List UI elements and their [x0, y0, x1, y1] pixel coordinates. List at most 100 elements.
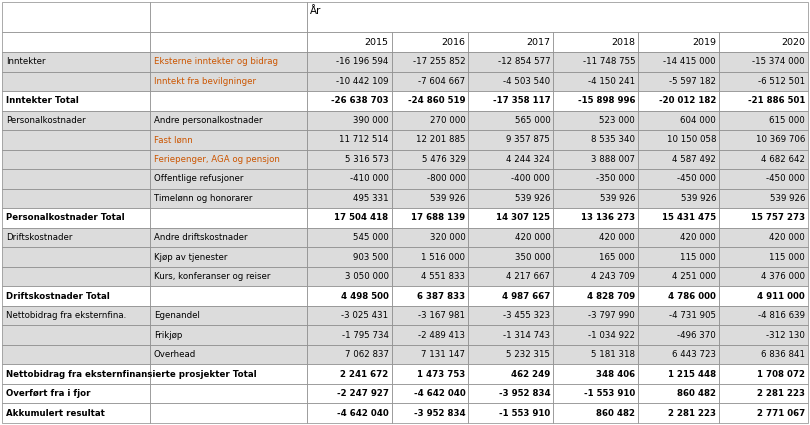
Text: 462 249: 462 249	[511, 370, 550, 379]
Text: -410 000: -410 000	[350, 174, 389, 184]
Bar	[468, 130, 553, 150]
Text: 615 000: 615 000	[770, 116, 805, 125]
Bar	[2, 32, 150, 52]
Text: Inntekter Total: Inntekter Total	[6, 96, 79, 105]
Text: -1 034 922: -1 034 922	[588, 331, 635, 340]
Bar	[553, 326, 638, 345]
Text: -800 000: -800 000	[427, 174, 466, 184]
Bar	[150, 91, 307, 110]
Bar	[719, 384, 808, 403]
Text: 165 000: 165 000	[599, 252, 635, 261]
Text: -312 130: -312 130	[766, 331, 805, 340]
Bar	[150, 208, 307, 228]
Bar	[638, 364, 719, 384]
Bar	[391, 228, 468, 247]
Text: 6 836 841: 6 836 841	[761, 350, 805, 359]
Bar	[307, 52, 391, 71]
Text: 4 911 000: 4 911 000	[757, 292, 805, 300]
Bar	[468, 384, 553, 403]
Bar	[150, 169, 307, 189]
Bar	[719, 32, 808, 52]
Text: 11 712 514: 11 712 514	[339, 136, 389, 144]
Text: 860 482: 860 482	[596, 409, 635, 418]
Bar	[307, 130, 391, 150]
Bar	[2, 71, 150, 91]
Bar	[150, 150, 307, 169]
Text: -10 442 109: -10 442 109	[336, 77, 389, 86]
Text: 2018: 2018	[612, 37, 635, 46]
Bar	[307, 364, 391, 384]
Bar	[719, 150, 808, 169]
Bar	[150, 247, 307, 267]
Text: 5 316 573: 5 316 573	[344, 155, 389, 164]
Bar	[2, 384, 150, 403]
Text: 115 000: 115 000	[770, 252, 805, 261]
Bar	[2, 326, 150, 345]
Text: År: År	[309, 6, 321, 16]
Text: 7 131 147: 7 131 147	[421, 350, 466, 359]
Bar	[719, 345, 808, 364]
Text: Frikjøp: Frikjøp	[154, 331, 182, 340]
Bar	[391, 403, 468, 423]
Bar	[150, 71, 307, 91]
Text: 420 000: 420 000	[680, 233, 716, 242]
Text: 903 500: 903 500	[353, 252, 389, 261]
Text: -1 795 734: -1 795 734	[342, 331, 389, 340]
Bar	[307, 169, 391, 189]
Text: -5 597 182: -5 597 182	[669, 77, 716, 86]
Text: -16 196 594: -16 196 594	[336, 57, 389, 66]
Bar	[307, 267, 391, 286]
Text: 4 376 000: 4 376 000	[761, 272, 805, 281]
Text: 17 688 139: 17 688 139	[411, 213, 466, 222]
Bar	[719, 267, 808, 286]
Text: 2 281 223: 2 281 223	[668, 409, 716, 418]
Text: 2016: 2016	[441, 37, 466, 46]
Text: -6 512 501: -6 512 501	[758, 77, 805, 86]
Bar	[638, 384, 719, 403]
Bar	[553, 169, 638, 189]
Text: 4 551 833: 4 551 833	[421, 272, 466, 281]
Text: -450 000: -450 000	[766, 174, 805, 184]
Bar	[468, 169, 553, 189]
Bar	[150, 110, 307, 130]
Text: 8 535 340: 8 535 340	[591, 136, 635, 144]
Text: 5 476 329: 5 476 329	[421, 155, 466, 164]
Text: Driftskostnader: Driftskostnader	[6, 233, 72, 242]
Bar	[391, 208, 468, 228]
Bar	[719, 228, 808, 247]
Bar	[719, 91, 808, 110]
Bar	[553, 364, 638, 384]
Text: Andre driftskostnader: Andre driftskostnader	[154, 233, 247, 242]
Text: Egenandel: Egenandel	[154, 311, 200, 320]
Bar	[553, 52, 638, 71]
Bar	[468, 110, 553, 130]
Text: -7 604 667: -7 604 667	[418, 77, 466, 86]
Bar	[638, 326, 719, 345]
Bar	[638, 267, 719, 286]
Bar	[638, 306, 719, 326]
Bar	[2, 403, 150, 423]
Bar	[719, 208, 808, 228]
Text: 4 251 000: 4 251 000	[672, 272, 716, 281]
Text: 2015: 2015	[364, 37, 389, 46]
Text: -17 255 852: -17 255 852	[413, 57, 466, 66]
Text: 14 307 125: 14 307 125	[497, 213, 550, 222]
Text: 10 150 058: 10 150 058	[667, 136, 716, 144]
Bar	[150, 384, 307, 403]
Bar	[307, 150, 391, 169]
Bar	[307, 2, 808, 32]
Bar	[307, 247, 391, 267]
Bar	[2, 189, 150, 208]
Bar	[553, 110, 638, 130]
Bar	[2, 247, 150, 267]
Text: 539 926: 539 926	[430, 194, 466, 203]
Text: 420 000: 420 000	[599, 233, 635, 242]
Bar	[638, 169, 719, 189]
Bar	[468, 189, 553, 208]
Text: 4 243 709: 4 243 709	[591, 272, 635, 281]
Bar	[553, 228, 638, 247]
Bar	[307, 208, 391, 228]
Bar	[638, 189, 719, 208]
Bar	[719, 403, 808, 423]
Text: 5 232 315: 5 232 315	[506, 350, 550, 359]
